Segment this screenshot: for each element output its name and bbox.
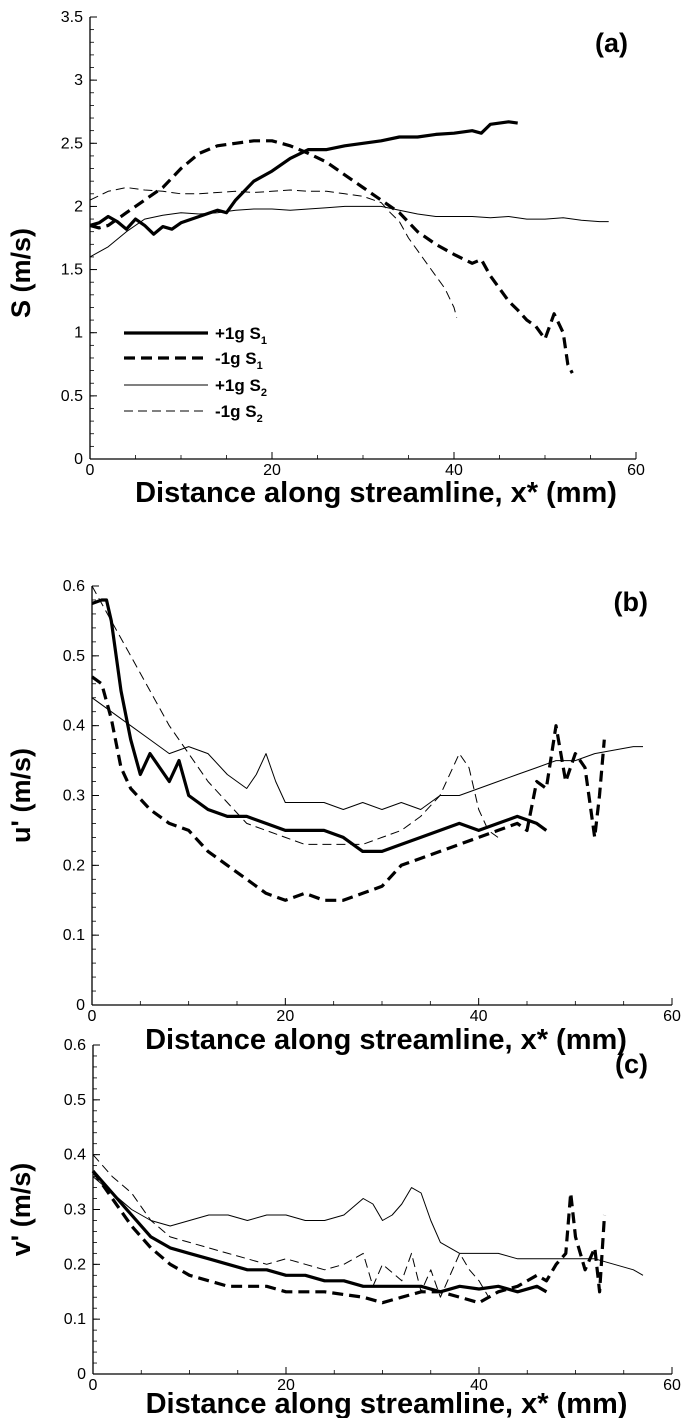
y-tick-label: 0.1 xyxy=(63,927,85,944)
chart-panel-2: 0 20 40 60 0 0.1 0.2 0.3 0.4 0.5 0.6 (c) Distance al… xyxy=(6,1037,681,1418)
y-tick-label: 0.5 xyxy=(63,648,85,665)
y-axis-title: S (m/s) xyxy=(6,228,36,318)
series-line-thin-solid xyxy=(89,205,609,258)
legend: +1g S1-1g S1 +1g S2 -1g S2 xyxy=(124,324,267,425)
y-tick-label: 0.4 xyxy=(63,718,85,735)
series-line-thin-solid xyxy=(91,697,643,810)
x-tick-label: 40 xyxy=(470,1008,488,1025)
y-tick-label: 0.5 xyxy=(61,388,83,405)
y-tick-label: 3 xyxy=(74,72,83,89)
series-line-thick-dash xyxy=(91,1170,607,1305)
x-tick-label: 0 xyxy=(88,1008,97,1025)
x-tick-label: 20 xyxy=(276,1008,294,1025)
panel-label: (c) xyxy=(615,1049,648,1079)
y-tick-label: 0 xyxy=(76,997,85,1014)
y-tick-label: 2 xyxy=(74,198,83,215)
series-line-thin-dash xyxy=(89,187,458,318)
x-tick-label: 60 xyxy=(663,1377,681,1394)
chart-panel-0: 0 20 40 60 0 0.5 1 1.5 2 2.5 3 3.5 (a) Distance along… xyxy=(6,9,645,509)
x-tick-label: 40 xyxy=(445,462,463,479)
series-line-thin-dash xyxy=(92,1154,490,1298)
x-axis-title: Distance along streamline, x* (mm) xyxy=(135,477,617,509)
x-tick-label: 60 xyxy=(627,462,645,479)
legend-entry: +1g S1 xyxy=(215,324,267,347)
series-line-thick-dash xyxy=(91,675,606,902)
series-line-thick-solid xyxy=(89,120,518,236)
x-axis-title: Distance along streamline, x* (mm) xyxy=(145,1024,627,1056)
chart-panel-1: 0 20 40 60 0 0.1 0.2 0.3 0.4 0.5 0.6 (b) Distance al… xyxy=(6,578,681,1056)
y-tick-label: 0.6 xyxy=(63,578,85,595)
legend-entry: -1g S2 xyxy=(215,402,263,425)
panel-label: (a) xyxy=(595,28,628,58)
x-tick-label: 0 xyxy=(89,1377,98,1394)
y-tick-label: 3.5 xyxy=(61,9,83,26)
y-tick-label: 0.1 xyxy=(64,1311,86,1328)
series-line-thick-dash xyxy=(89,139,574,374)
y-tick-label: 1.5 xyxy=(61,262,83,279)
x-tick-label: 0 xyxy=(86,462,95,479)
y-axis-title: v' (m/s) xyxy=(6,1163,36,1256)
y-tick-label: 0 xyxy=(74,451,83,468)
y-tick-label: 0.6 xyxy=(64,1037,86,1054)
panel-label: (b) xyxy=(614,587,648,617)
x-tick-label: 40 xyxy=(470,1377,488,1394)
series-line-thick-solid xyxy=(91,1170,548,1294)
legend-subscript: 1 xyxy=(261,335,267,347)
legend-subscript: 2 xyxy=(261,387,267,399)
legend-subscript: 1 xyxy=(257,360,263,372)
series-line-thin-dash xyxy=(91,585,499,845)
series-line-thin-solid xyxy=(92,1176,644,1276)
y-tick-label: 0.3 xyxy=(63,788,85,805)
y-tick-label: 0.3 xyxy=(64,1202,86,1219)
y-tick-label: 0 xyxy=(77,1366,86,1383)
y-tick-label: 1 xyxy=(74,325,83,342)
legend-entry: +1g S2 xyxy=(215,376,267,399)
y-tick-label: 0.4 xyxy=(64,1147,86,1164)
legend-subscript: 2 xyxy=(257,413,263,425)
y-tick-label: 0.2 xyxy=(64,1256,86,1273)
x-tick-label: 60 xyxy=(663,1008,681,1025)
x-tick-label: 20 xyxy=(263,462,281,479)
series-line-thick-solid xyxy=(91,598,548,853)
x-axis-title: Distance along streamline, x* (mm) xyxy=(146,1388,628,1418)
legend-entry: -1g S1 xyxy=(215,349,263,372)
y-tick-label: 2.5 xyxy=(61,135,83,152)
y-tick-label: 0.2 xyxy=(63,857,85,874)
y-tick-label: 0.5 xyxy=(64,1092,86,1109)
x-tick-label: 20 xyxy=(277,1377,295,1394)
y-axis-title: u' (m/s) xyxy=(6,748,36,843)
